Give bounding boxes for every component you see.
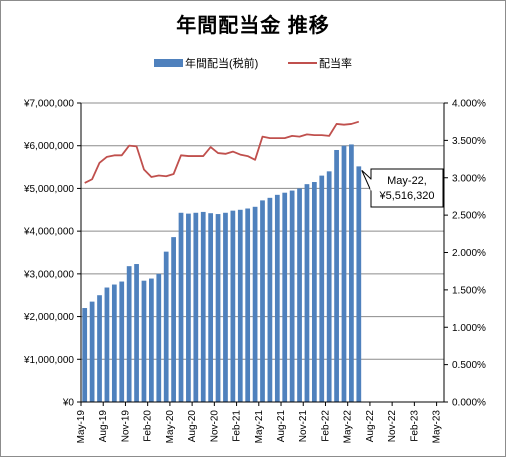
x-axis-tick-label: Feb-22 xyxy=(320,410,331,442)
rate-line xyxy=(84,120,360,184)
callout-line-2: ¥5,516,320 xyxy=(378,190,434,202)
bar xyxy=(141,280,147,402)
x-axis-tick-label: May-20 xyxy=(165,410,176,444)
right-axis-tick-label: 1.500% xyxy=(452,285,486,296)
bar xyxy=(260,200,265,402)
bar xyxy=(111,284,117,402)
bar xyxy=(356,166,362,402)
bar xyxy=(200,211,206,402)
bar xyxy=(274,194,280,402)
bar xyxy=(156,273,162,402)
bar xyxy=(341,145,347,402)
legend: 年間配当(税前) 配当率 xyxy=(154,56,352,70)
right-axis-tick-label: 4.000% xyxy=(452,99,486,110)
bar xyxy=(237,209,243,402)
bar xyxy=(319,175,325,402)
callout-line-1: May-22, xyxy=(387,175,427,187)
bar xyxy=(149,278,154,402)
chart-title: 年間配当金 推移 xyxy=(176,15,330,37)
x-axis-tick-label: Aug-19 xyxy=(98,410,109,443)
bar-series xyxy=(82,144,362,402)
axes: ¥0 ¥1,000,000 ¥2,000,000 ¥3,000,000 ¥4,000,0… xyxy=(23,99,486,444)
legend-bar-label: 年間配当(税前) xyxy=(185,56,258,70)
right-axis-tick-label: 0.500% xyxy=(452,360,486,371)
x-axis-tick-label: Nov-22 xyxy=(387,410,398,443)
callout: May-22, ¥5,516,320 xyxy=(361,168,444,208)
x-axis-tick-label: Aug-22 xyxy=(365,410,376,443)
bar xyxy=(304,184,310,402)
bar xyxy=(186,213,191,402)
callout-box xyxy=(370,168,444,208)
left-axis-tick-label: ¥1,000,000 xyxy=(23,355,74,366)
bar xyxy=(104,287,110,402)
bar xyxy=(126,266,132,402)
bar xyxy=(334,149,339,402)
line-series xyxy=(84,120,360,184)
bar xyxy=(297,188,302,402)
legend-bar-swatch xyxy=(154,59,183,67)
x-axis-tick-label: Feb-20 xyxy=(143,410,154,442)
bar xyxy=(193,212,199,402)
bar xyxy=(349,144,354,402)
bar xyxy=(289,190,295,402)
left-axis-tick-label: ¥5,000,000 xyxy=(23,184,74,195)
left-axis-tick-label: ¥7,000,000 xyxy=(23,99,74,110)
bar xyxy=(208,213,214,402)
bar xyxy=(163,251,169,402)
x-axis-tick-label: Aug-20 xyxy=(187,410,198,443)
bar xyxy=(245,208,251,402)
left-axis-tick-label: ¥6,000,000 xyxy=(23,141,74,152)
callout-pointer xyxy=(361,170,372,192)
bar xyxy=(134,264,139,402)
left-axis-tick-label: ¥3,000,000 xyxy=(23,269,74,280)
left-axis-tick-label: ¥0 xyxy=(62,398,75,409)
left-axis-tick-label: ¥4,000,000 xyxy=(23,227,74,238)
x-axis-tick-label: May-23 xyxy=(432,410,443,444)
bar xyxy=(223,212,228,402)
bar xyxy=(82,308,88,402)
right-axis-tick-label: 2.000% xyxy=(452,248,486,259)
bar xyxy=(97,295,102,402)
bar xyxy=(252,206,258,402)
x-axis-tick-label: May-21 xyxy=(254,410,265,444)
bar xyxy=(89,301,95,402)
bar xyxy=(311,182,317,402)
bar xyxy=(282,192,288,402)
x-axis-tick-label: Nov-20 xyxy=(209,410,220,443)
right-axis-tick-label: 2.500% xyxy=(452,211,486,222)
bar xyxy=(119,281,125,402)
left-axis-tick-label: ¥2,000,000 xyxy=(23,312,74,323)
x-axis-tick-label: Feb-21 xyxy=(232,410,243,442)
right-axis-tick-label: 3.500% xyxy=(452,136,486,147)
bar xyxy=(215,214,221,402)
bar xyxy=(171,237,176,402)
right-axis-tick-label: 0.000% xyxy=(452,398,486,409)
x-axis-tick-label: Aug-21 xyxy=(276,410,287,443)
bar xyxy=(178,212,184,402)
legend-line-label: 配当率 xyxy=(319,56,352,70)
bar xyxy=(230,210,236,402)
right-axis-tick-label: 3.000% xyxy=(452,173,486,184)
x-axis-tick-label: Feb-23 xyxy=(409,410,420,442)
x-axis-tick-label: May-22 xyxy=(343,410,354,444)
right-axis-tick-label: 1.000% xyxy=(452,323,486,334)
bar xyxy=(326,171,332,402)
x-axis-tick-label: Nov-21 xyxy=(298,410,309,443)
x-axis-tick-label: May-19 xyxy=(76,410,87,444)
x-axis-tick-label: Nov-19 xyxy=(120,410,131,443)
bar xyxy=(267,197,273,402)
